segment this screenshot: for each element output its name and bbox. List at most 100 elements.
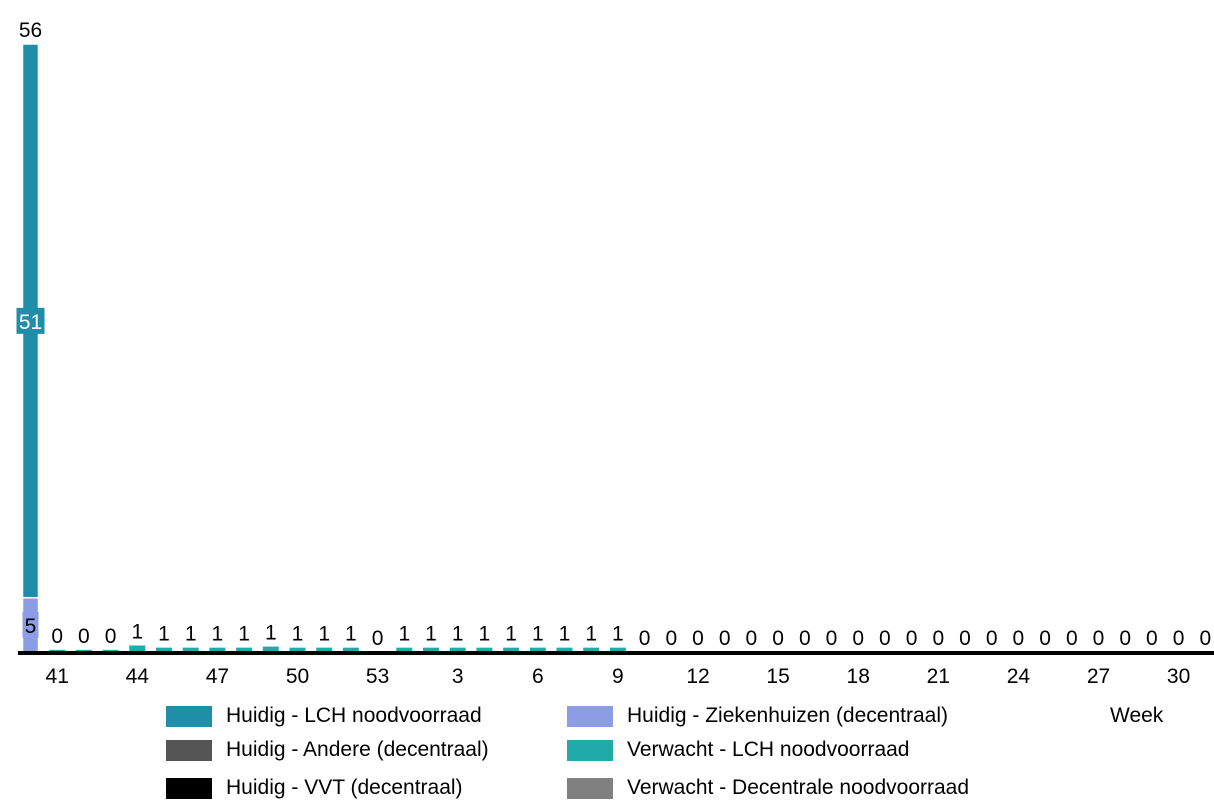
legend-label: Verwacht - LCH noodvoorraad (627, 738, 910, 761)
total-label: 1 (479, 623, 491, 646)
x-tick-label: 24 (1007, 665, 1031, 688)
x-axis-unit-label: Week (1110, 704, 1164, 727)
bar-segment (342, 647, 359, 652)
bar-segment (476, 647, 493, 652)
total-label: 0 (1146, 627, 1158, 650)
legend-item-huidig-vvt: Huidig - VVT (decentraal) (166, 776, 463, 800)
total-label: 0 (692, 627, 704, 650)
total-label: 1 (452, 623, 464, 646)
total-label: 0 (1173, 627, 1185, 650)
bar-segment (129, 645, 146, 652)
total-label: 0 (1066, 627, 1078, 650)
x-tick-label: 27 (1087, 665, 1110, 688)
total-label: 1 (585, 623, 597, 646)
legend-item-huidig-lch: Huidig - LCH noodvoorraad (166, 704, 482, 728)
total-label: 0 (932, 627, 944, 650)
x-tick-label: 47 (206, 665, 229, 688)
total-label: 0 (1039, 627, 1051, 650)
x-tick-label: 9 (612, 665, 624, 688)
x-tick-label: 12 (686, 665, 709, 688)
total-label: 1 (425, 623, 437, 646)
total-label: 1 (292, 623, 304, 646)
total-label: 0 (51, 625, 63, 648)
legend-label: Huidig - Andere (decentraal) (226, 738, 489, 761)
x-tick-labels-layer: 41 44 47 50 53 3 6 9 12 15 18 21 24 27 30 (46, 665, 1191, 688)
total-label: 1 (505, 623, 517, 646)
bar-segment (102, 649, 119, 652)
segment-label-bg (22, 611, 39, 638)
total-label: 0 (1199, 627, 1211, 650)
total-label: 0 (799, 627, 811, 650)
total-label: 0 (826, 627, 838, 650)
x-tick-label: 3 (452, 665, 464, 688)
data-labels-layer: 560 0 0 1 1 1 1 1 1 1 1 1 0 1 1 1 1 1 1 1 1 1 0 0 0 0 0 0 0 0 0 0 0 0 0 0 0 0… (16, 19, 1211, 650)
legend-swatch (567, 739, 613, 761)
legend-item-huidig-ziekenhuizen: Huidig - Ziekenhuizen (decentraal) (567, 704, 948, 728)
total-label: 1 (212, 623, 224, 646)
bar-segment (156, 647, 172, 652)
total-label: 1 (345, 623, 357, 646)
total-label: 0 (639, 627, 651, 650)
bar-segment (503, 647, 520, 652)
bar-segment (49, 649, 66, 652)
bar-segment (262, 646, 279, 652)
total-label: 0 (986, 627, 998, 650)
bar-segment (529, 647, 546, 652)
total-label: 0 (879, 627, 891, 650)
legend-label: Huidig - Ziekenhuizen (decentraal) (627, 704, 948, 727)
chart: 560 0 0 1 1 1 1 1 1 1 1 1 0 1 1 1 1 1 1 1 1 1 0 0 0 0 0 0 0 0 0 0 0 0 0 0 0 0… (16, 19, 1214, 688)
x-tick-label: 50 (286, 665, 309, 688)
legend-item-verwacht-lch: Verwacht - LCH noodvoorraad (567, 738, 910, 762)
legend-item-verwacht-decentraal: Verwacht - Decentrale noodvoorraad (567, 776, 969, 800)
bar-segment (556, 647, 573, 652)
segment-label: 5 (25, 615, 37, 638)
total-label: 0 (1119, 627, 1131, 650)
legend-swatch (567, 777, 613, 799)
bar-segment (182, 647, 199, 652)
total-label: 0 (78, 625, 90, 648)
total-label: 1 (559, 623, 571, 646)
total-label: 56 (19, 19, 42, 42)
total-label: 1 (612, 623, 624, 646)
legend-swatch (166, 777, 212, 799)
total-label: 0 (959, 627, 971, 650)
total-label: 1 (158, 623, 170, 646)
total-label: 0 (772, 627, 784, 650)
bar-segment (396, 647, 413, 652)
bar-segment (75, 649, 92, 652)
x-tick-label: 6 (532, 665, 544, 688)
legend-swatch (567, 705, 613, 727)
bar-segment (209, 647, 226, 652)
total-label: 1 (318, 623, 330, 646)
total-label: 0 (372, 627, 384, 650)
legend-swatch (166, 739, 212, 761)
total-label: 0 (852, 627, 864, 650)
total-label: 1 (131, 620, 143, 643)
total-label: 1 (532, 623, 544, 646)
x-tick-label: 53 (366, 665, 389, 688)
bar-segment (289, 647, 306, 652)
bar-segment (449, 647, 466, 652)
total-label: 0 (1093, 627, 1105, 650)
bar-segment (423, 647, 439, 652)
bar-segment (236, 647, 253, 652)
total-label: 1 (185, 623, 197, 646)
x-tick-label: 30 (1167, 665, 1190, 688)
bar-segment (609, 647, 626, 652)
bar-segment (316, 647, 333, 652)
total-label: 0 (665, 627, 677, 650)
bar-segment (583, 647, 600, 652)
bars-layer (21, 43, 626, 653)
x-tick-label: 21 (927, 665, 950, 688)
legend-label: Huidig - LCH noodvoorraad (226, 704, 482, 727)
x-tick-label: 44 (126, 665, 150, 688)
total-label: 0 (906, 627, 918, 650)
x-tick-label: 18 (847, 665, 870, 688)
legend-label: Verwacht - Decentrale noodvoorraad (627, 776, 970, 799)
total-label: 0 (1013, 627, 1025, 650)
x-tick-label: 41 (46, 665, 69, 688)
total-label: 1 (238, 623, 250, 646)
legend-item-huidig-andere: Huidig - Andere (decentraal) (166, 738, 489, 762)
legend-swatch (166, 705, 212, 727)
total-label: 0 (105, 625, 117, 648)
